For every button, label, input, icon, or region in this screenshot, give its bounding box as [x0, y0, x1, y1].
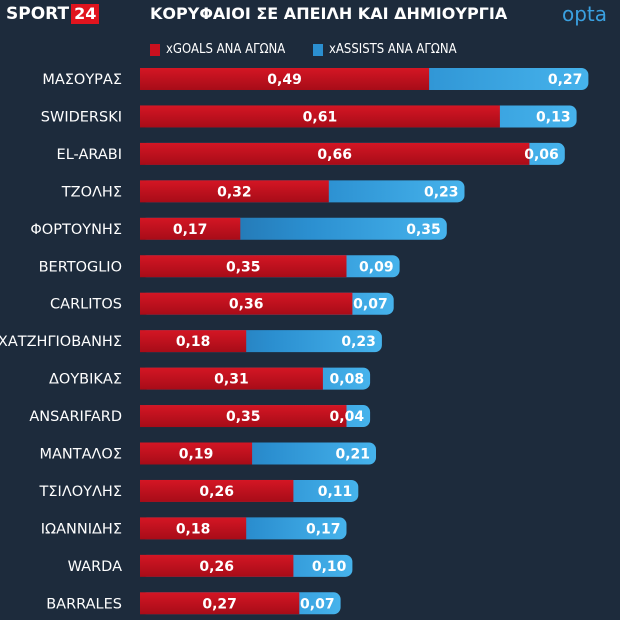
player-name: ΜΑΝΤΑΛΟΣ — [39, 447, 122, 463]
assists-value-label: 0,04 — [330, 409, 365, 425]
goals-value-label: 0,17 — [173, 222, 208, 238]
goals-bar — [140, 180, 329, 203]
assists-value-label: 0,10 — [312, 559, 347, 575]
player-name: ΤΖΟΛΗΣ — [61, 184, 122, 200]
legend-goals: xGOALS ΑΝΑ ΑΓΩΝΑ — [150, 42, 285, 57]
assists-value-label: 0,21 — [335, 447, 370, 463]
goals-bar — [140, 479, 294, 502]
player-name: ΙΩΑΝΝΙΔΗΣ — [41, 521, 122, 537]
goals-bar — [140, 68, 430, 90]
player-name: BERTOGLIO — [39, 259, 122, 275]
legend-assists-label: xASSISTS ΑΝΑ ΑΓΩΝΑ — [329, 42, 457, 57]
goals-value-label: 0,18 — [176, 521, 211, 537]
goals-bar — [140, 442, 253, 465]
assists-value-label: 0,11 — [318, 484, 353, 500]
player-name: ΤΣΙΛΟΥΛΗΣ — [39, 484, 122, 500]
goals-bar — [140, 405, 347, 428]
assists-value-label: 0,08 — [330, 372, 365, 388]
player-name: ΧΑΤΖΗΓΙΟΒΑΝΗΣ — [0, 334, 122, 350]
goals-value-label: 0,19 — [179, 447, 214, 463]
goals-value-label: 0,26 — [199, 484, 234, 500]
assists-value-label: 0,09 — [359, 259, 394, 275]
player-name: WARDA — [68, 559, 122, 575]
player-name: EL-ARABI — [57, 147, 122, 163]
player-name: CARLITOS — [50, 297, 122, 313]
player-name: ΔΟΥΒΙΚΑΣ — [49, 372, 122, 388]
assists-value-label: 0,35 — [406, 222, 441, 238]
legend-goals-label: xGOALS ΑΝΑ ΑΓΩΝΑ — [166, 42, 286, 57]
goals-value-label: 0,61 — [303, 109, 338, 125]
brand-number: 24 — [71, 4, 100, 24]
goals-bar — [140, 105, 500, 128]
goals-value-label: 0,32 — [217, 184, 252, 200]
assists-value-label: 0,27 — [548, 72, 583, 88]
goals-value-label: 0,27 — [202, 596, 237, 612]
brand-text: SPORT — [6, 4, 70, 24]
assists-value-label: 0,17 — [306, 521, 341, 537]
goals-bar — [140, 517, 247, 540]
goals-bar — [140, 142, 530, 165]
assists-value-label: 0,06 — [524, 147, 559, 163]
goals-bar — [140, 367, 323, 390]
goals-value-label: 0,66 — [317, 147, 352, 163]
legend-assists: xASSISTS ΑΝΑ ΑΓΩΝΑ — [313, 42, 457, 57]
goals-value-label: 0,18 — [176, 334, 211, 350]
goals-bar — [140, 217, 241, 240]
assists-value-label: 0,23 — [424, 184, 459, 200]
legend-assists-swatch — [313, 43, 323, 56]
goals-value-label: 0,49 — [267, 72, 302, 88]
goals-bar — [140, 330, 247, 353]
player-name: SWIDERSKI — [41, 109, 122, 125]
goals-bar — [140, 292, 353, 315]
assists-value-label: 0,23 — [341, 334, 376, 350]
goals-bar — [140, 255, 347, 278]
goals-value-label: 0,31 — [214, 372, 249, 388]
legend-goals-swatch — [150, 43, 160, 56]
chart-title: ΚΟΡΥΦΑΙΟΙ ΣΕ ΑΠΕΙΛΗ ΚΑΙ ΔΗΜΙΟΥΡΓΙΑ — [150, 4, 508, 23]
assists-value-label: 0,07 — [353, 297, 388, 313]
player-name: ΦΟΡΤΟΥΝΗΣ — [30, 222, 122, 238]
player-name: ANSARIFARD — [29, 409, 122, 425]
goals-value-label: 0,35 — [226, 409, 261, 425]
sport24-logo: SPORT 24 — [6, 3, 100, 25]
goals-value-label: 0,35 — [226, 259, 261, 275]
goals-value-label: 0,26 — [199, 559, 234, 575]
assists-value-label: 0,13 — [536, 109, 571, 125]
goals-value-label: 0,36 — [229, 297, 264, 313]
goals-bar — [140, 592, 300, 615]
opta-logo: opta — [562, 2, 608, 26]
player-name: BARRALES — [46, 596, 122, 612]
player-name: ΜΑΣΟΥΡΑΣ — [42, 72, 122, 88]
assists-value-label: 0,07 — [300, 596, 335, 612]
goals-bar — [140, 554, 294, 577]
